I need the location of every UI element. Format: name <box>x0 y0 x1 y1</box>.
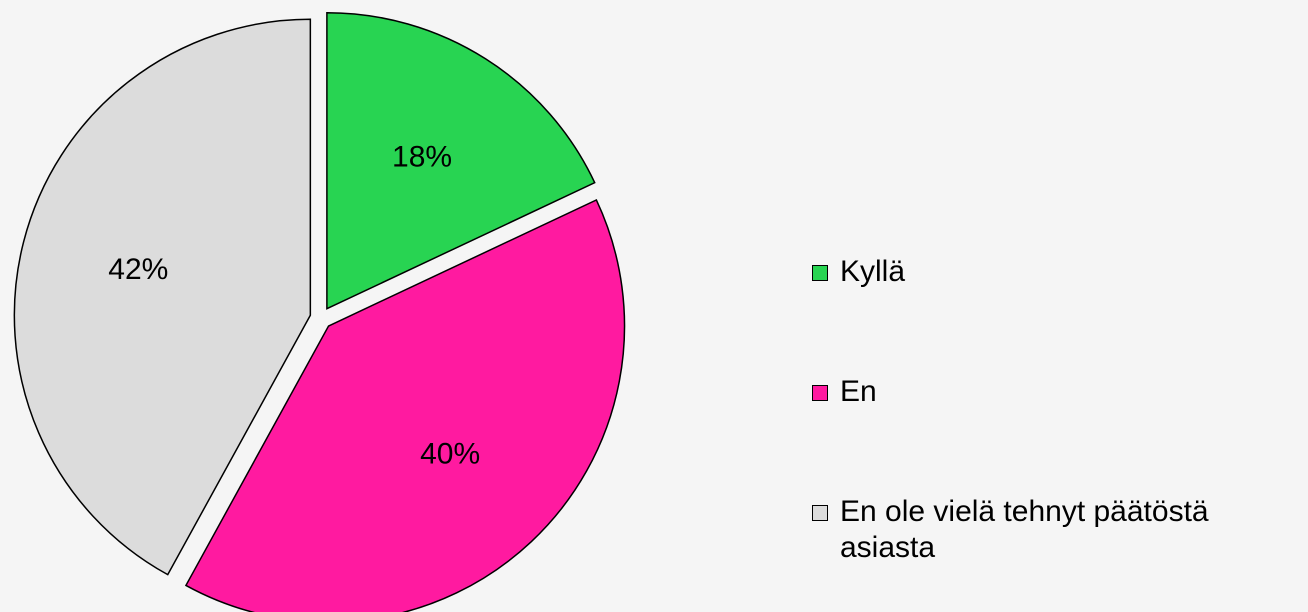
legend-item: Kyllä <box>812 254 1302 290</box>
legend-item: En ole vielä tehnyt päätöstä asiasta <box>812 494 1302 566</box>
pie-slice <box>184 198 626 612</box>
pie-slice <box>13 18 312 576</box>
legend-swatch <box>812 385 828 401</box>
data-label: 18% <box>392 141 452 174</box>
legend-swatch <box>812 505 828 521</box>
legend-swatch <box>812 265 828 281</box>
pie-slice <box>326 11 596 310</box>
data-label: 42% <box>108 253 168 286</box>
legend-item: En <box>812 374 1302 410</box>
data-label: 40% <box>420 437 480 470</box>
legend-label: En <box>840 375 877 408</box>
chart: 18% 40% 42% <box>13 11 626 612</box>
legend-label: En ole vielä tehnyt päätöstä asiasta <box>840 495 1209 564</box>
legend-label: Kyllä <box>840 255 906 288</box>
